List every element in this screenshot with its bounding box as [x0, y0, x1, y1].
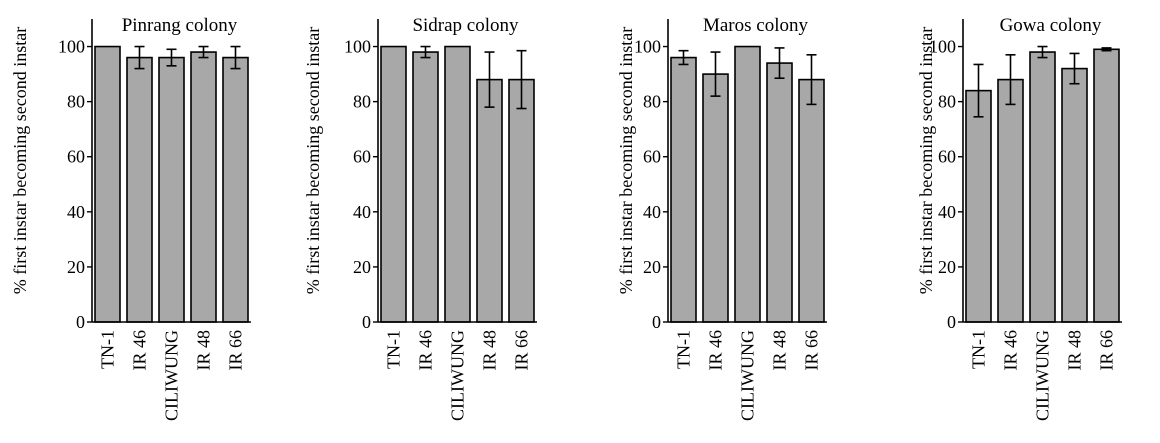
bar [734, 45, 761, 323]
chart-title: Sidrap colony [412, 15, 519, 36]
bar [380, 45, 407, 323]
category-label: TN-1 [969, 330, 989, 369]
chart-panel: TN-1 IR 46 CILIWUNG IR 48 IR 66 0 20 40 60 80 100 S… [303, 15, 537, 421]
category-label: IR 46 [130, 330, 150, 371]
y-tick-label: 60 [643, 147, 661, 167]
y-tick-label: 20 [67, 257, 85, 277]
y-axis-label: % first instar becoming second instar [10, 27, 30, 294]
y-tick-label: 0 [947, 312, 956, 332]
category-label: IR 46 [1001, 330, 1021, 371]
category-label: CILIWUNG [162, 330, 182, 421]
bar [444, 45, 471, 323]
category-label: TN-1 [674, 330, 694, 369]
bar [670, 56, 697, 323]
bar [1029, 51, 1056, 323]
category-label: CILIWUNG [1033, 330, 1053, 421]
y-tick-label: 80 [643, 92, 661, 112]
bar [1093, 48, 1120, 323]
y-tick-label: 20 [643, 257, 661, 277]
y-tick-label: 60 [67, 147, 85, 167]
category-label: IR 66 [802, 330, 822, 371]
category-label: IR 46 [416, 330, 436, 371]
bar [702, 73, 729, 323]
category-label: IR 66 [1097, 330, 1117, 371]
y-axis-label: % first instar becoming second instar [303, 27, 323, 294]
bar [508, 78, 535, 323]
chart-panel: TN-1 IR 46 CILIWUNG IR 48 IR 66 0 20 40 60 80 100 G… [916, 15, 1122, 421]
bar [476, 78, 503, 323]
category-label: TN-1 [384, 330, 404, 369]
y-tick-label: 0 [362, 312, 371, 332]
y-tick-label: 100 [929, 37, 956, 57]
category-label: IR 66 [512, 330, 532, 371]
bar [190, 51, 217, 323]
y-tick-label: 40 [67, 202, 85, 222]
y-tick-label: 80 [353, 92, 371, 112]
y-axis-label: % first instar becoming second instar [616, 27, 636, 294]
chart-title: Gowa colony [1000, 15, 1102, 36]
y-tick-label: 80 [938, 92, 956, 112]
bar [158, 56, 185, 323]
category-label: TN-1 [98, 330, 118, 369]
y-tick-label: 20 [353, 257, 371, 277]
category-label: IR 48 [770, 330, 790, 371]
y-tick-label: 20 [938, 257, 956, 277]
y-tick-label: 40 [643, 202, 661, 222]
category-label: IR 66 [226, 330, 246, 371]
category-label: IR 48 [1065, 330, 1085, 371]
bar [126, 56, 153, 323]
category-label: IR 48 [194, 330, 214, 371]
bar [766, 62, 793, 323]
category-label: CILIWUNG [738, 330, 758, 421]
category-label: IR 48 [480, 330, 500, 371]
y-axis-label: % first instar becoming second instar [916, 27, 936, 294]
bar [412, 51, 439, 323]
y-tick-label: 0 [76, 312, 85, 332]
bar [222, 56, 249, 323]
y-tick-label: 100 [634, 37, 661, 57]
bar [1061, 67, 1088, 323]
y-tick-label: 100 [344, 37, 371, 57]
y-tick-label: 60 [938, 147, 956, 167]
y-tick-label: 40 [353, 202, 371, 222]
chart-title: Maros colony [703, 15, 809, 36]
y-tick-label: 40 [938, 202, 956, 222]
chart-panel: TN-1 IR 46 CILIWUNG IR 48 IR 66 0 20 40 60 80 100 M… [616, 15, 827, 421]
chart-panel: TN-1 IR 46 CILIWUNG IR 48 IR 66 0 20 40 60 80 100 P… [10, 15, 251, 421]
y-tick-label: 100 [58, 37, 85, 57]
bar [997, 78, 1024, 323]
category-label: IR 46 [706, 330, 726, 371]
chart-title: Pinrang colony [122, 15, 238, 36]
y-tick-label: 80 [67, 92, 85, 112]
y-tick-label: 0 [652, 312, 661, 332]
y-tick-label: 60 [353, 147, 371, 167]
bar [965, 89, 992, 323]
category-label: CILIWUNG [448, 330, 468, 421]
bar [94, 45, 121, 323]
bar [798, 78, 825, 323]
